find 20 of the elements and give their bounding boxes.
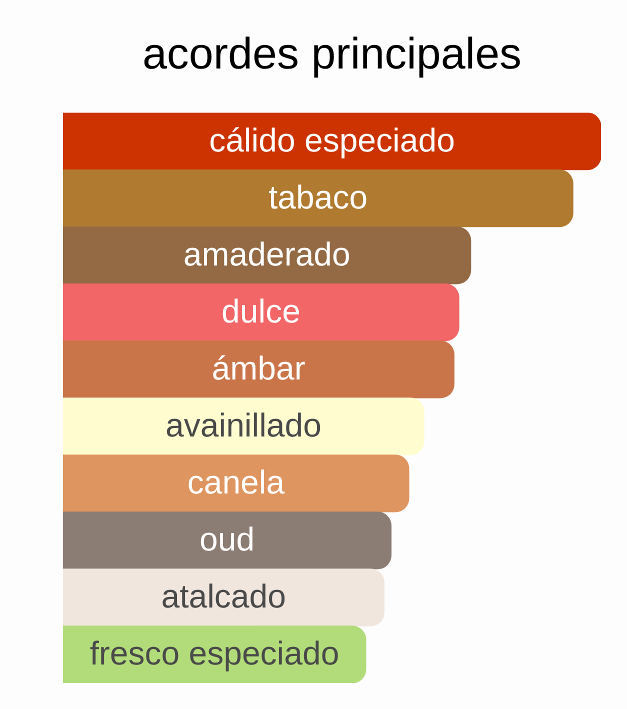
y-tick-label: ámbar — [212, 349, 306, 386]
bar — [63, 568, 385, 626]
bar — [63, 512, 392, 570]
bar — [63, 284, 460, 342]
bar — [63, 226, 472, 284]
bar — [63, 340, 454, 398]
bar — [63, 169, 574, 228]
y-tick-label: atalcado — [161, 578, 286, 615]
y-tick-label: canela — [187, 464, 286, 501]
y-tick-label: tabaco — [268, 178, 368, 216]
y-tick-label: fresco especiado — [90, 634, 340, 672]
bar — [63, 112, 601, 170]
y-tick-label: oud — [200, 520, 255, 558]
y-tick-label: cálido especiado — [209, 121, 455, 158]
bar — [63, 398, 424, 456]
bar — [63, 454, 410, 512]
y-tick-label: dulce — [222, 292, 300, 330]
chart-title: acordes principales — [142, 30, 522, 79]
y-tick-label: amaderado — [183, 235, 350, 272]
y-tick-label: avainillado — [166, 406, 322, 444]
